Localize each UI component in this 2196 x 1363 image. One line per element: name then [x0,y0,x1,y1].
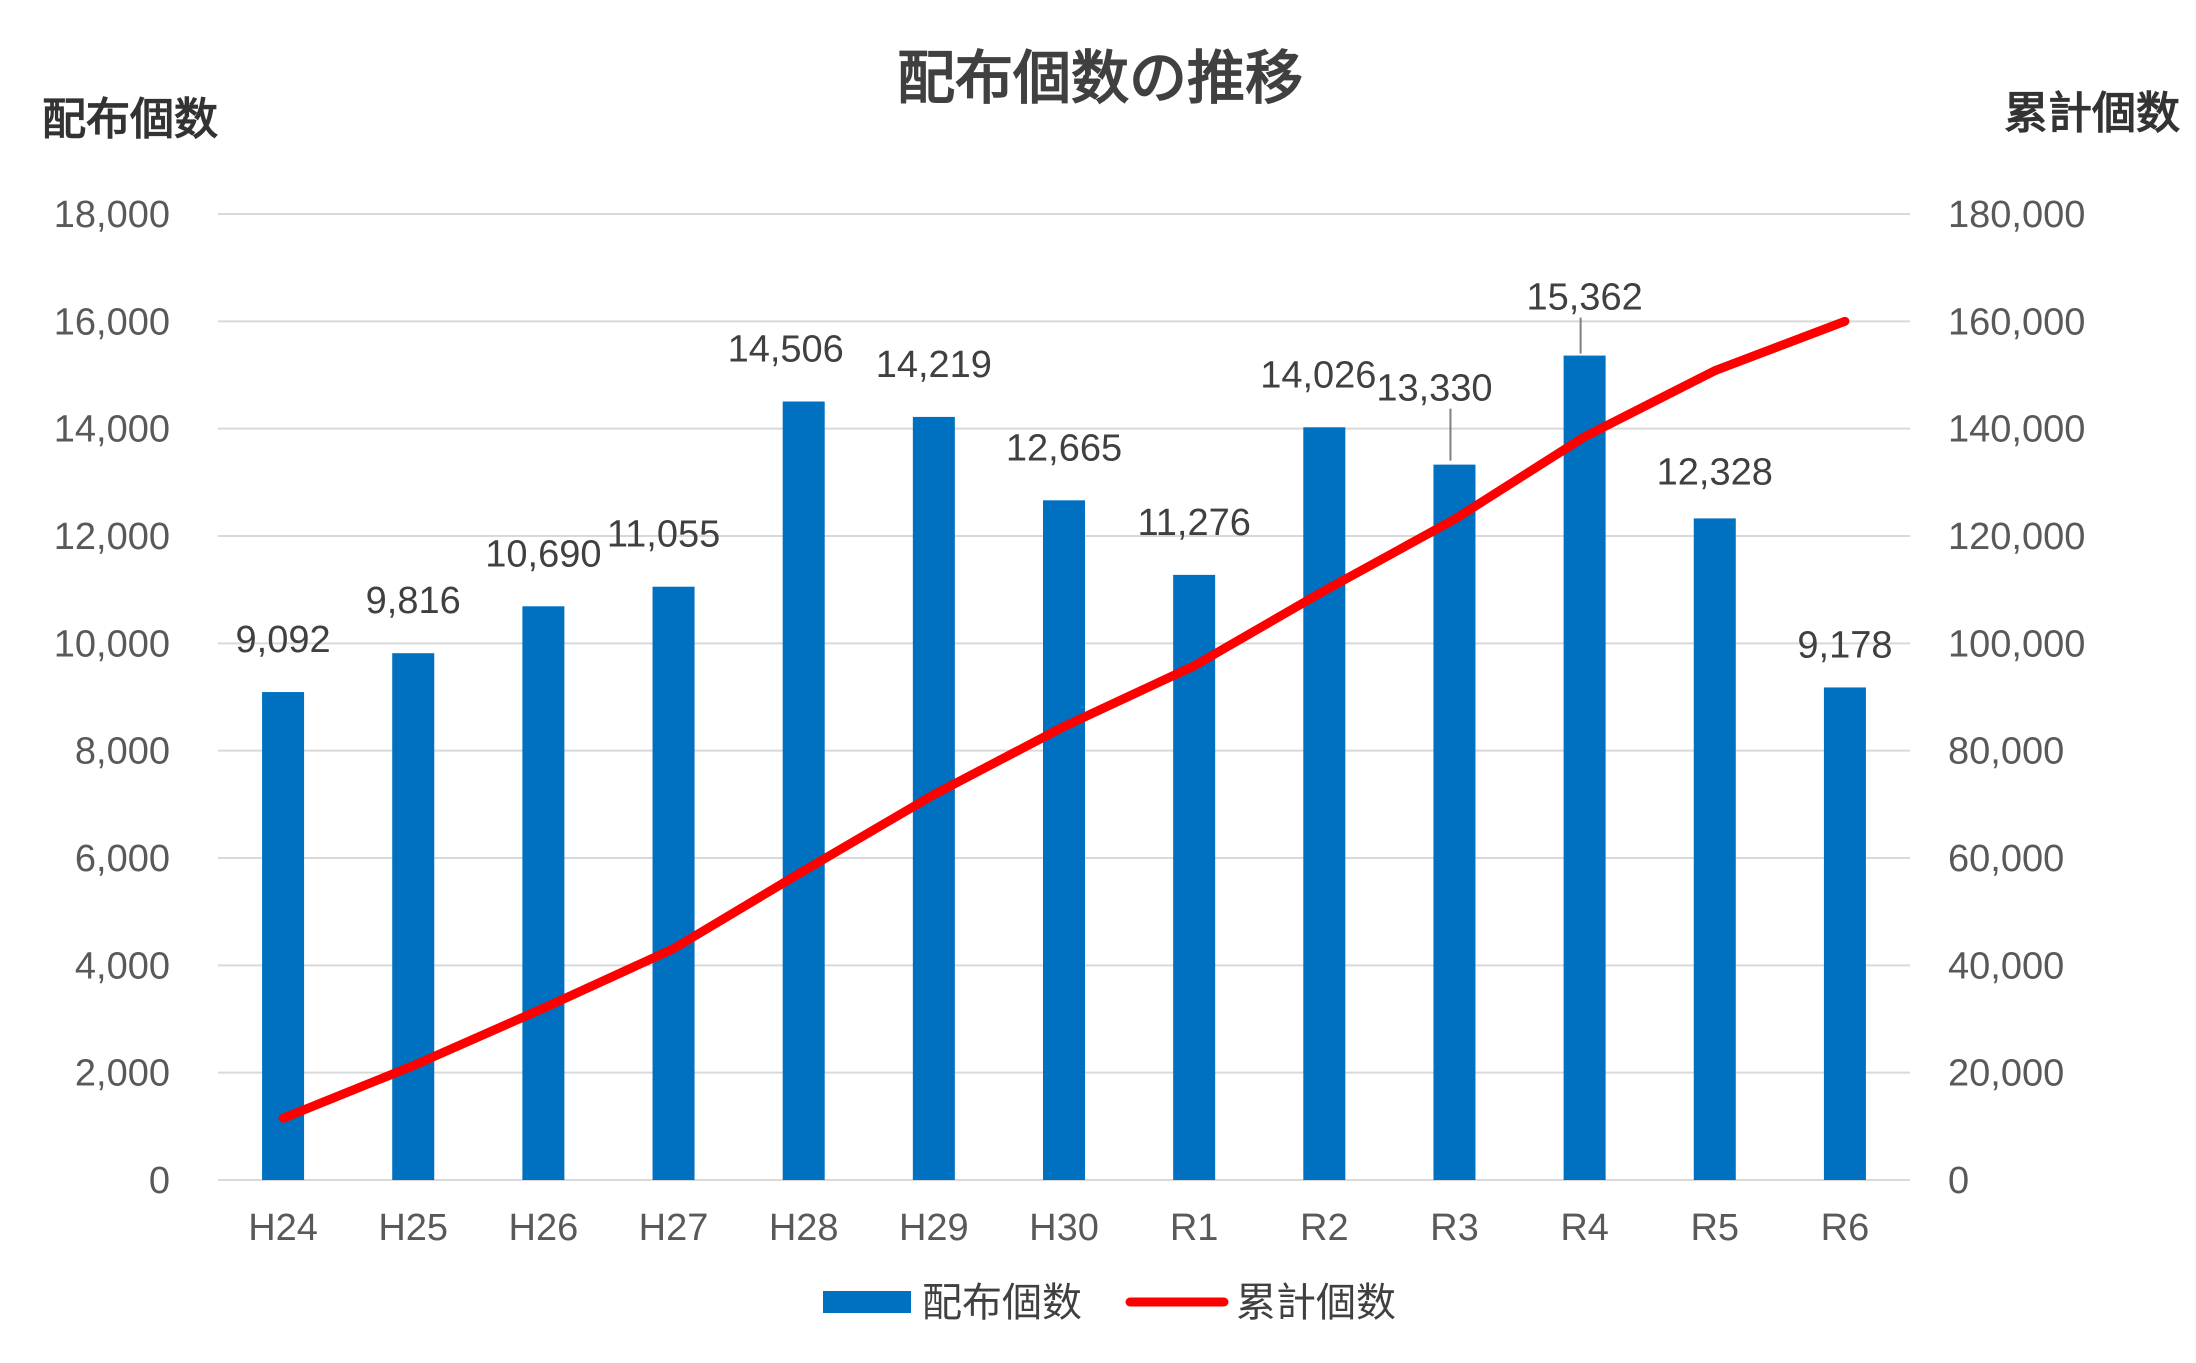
y2-tick-label: 0 [1948,1160,1969,1202]
data-labels: 9,092 9,816 10,690 11,055 14,506 14,219 12,665… [236,277,1893,667]
x-axis-ticks: H24 H25 H26 H27 H28 H29 H30 R1 R2 R3 R4 R5 R6 [248,1207,1869,1249]
bar [1433,464,1476,1181]
legend-bar-label: 配布個数 [922,1280,1082,1326]
x-tick-label: H25 [378,1207,448,1249]
data-label: 11,055 [607,514,720,556]
y-tick-label: 2,000 [75,1053,170,1095]
y-tick-label: 10,000 [54,623,170,665]
bar [782,401,825,1180]
legend-bar-swatch [823,1291,911,1313]
y-tick-label: 0 [149,1160,170,1202]
data-label: 15,362 [1526,277,1642,319]
data-label: 9,816 [366,580,461,622]
y-tick-label: 8,000 [75,731,170,773]
legend-line-label: 累計個数 [1236,1280,1396,1326]
data-label: 14,219 [876,344,992,386]
bar [262,692,305,1180]
y-tick-label: 6,000 [75,838,170,880]
data-label: 9,092 [236,619,331,661]
y2-axis-ticks: 0 20,000 40,000 60,000 80,000 100,000 120,000 1… [1948,194,2085,1202]
y2-tick-label: 180,000 [1948,194,2085,236]
y2-tick-label: 140,000 [1948,409,2085,451]
x-tick-label: H29 [899,1207,969,1249]
bar-series [262,355,1866,1181]
y2-tick-label: 40,000 [1948,945,2064,987]
bar [1563,355,1606,1181]
y-tick-label: 16,000 [54,301,170,343]
chart-title: 配布個数の推移 [897,44,1303,112]
bar [1043,500,1085,1181]
x-tick-label: H28 [769,1207,839,1249]
x-tick-label: H24 [248,1207,318,1249]
x-tick-label: R6 [1821,1207,1870,1249]
bar [652,586,695,1180]
x-tick-label: H30 [1029,1207,1099,1249]
data-label: 12,328 [1657,451,1773,493]
y2-tick-label: 60,000 [1948,838,2064,880]
x-tick-label: R2 [1300,1207,1349,1249]
y2-tick-label: 100,000 [1948,623,2085,665]
data-label: 9,178 [1797,624,1892,666]
y-tick-label: 14,000 [54,409,170,451]
x-tick-label: R4 [1560,1207,1609,1249]
data-label: 14,026 [1260,354,1376,396]
data-label: 10,690 [485,533,601,575]
bar [392,653,435,1180]
y2-axis-title: 累計個数 [2004,88,2180,139]
y-tick-label: 12,000 [54,516,170,558]
y2-tick-label: 20,000 [1948,1053,2064,1095]
y2-tick-label: 160,000 [1948,301,2085,343]
legend: 配布個数 累計個数 [823,1280,1396,1326]
y-tick-label: 4,000 [75,945,170,987]
y2-tick-label: 120,000 [1948,516,2085,558]
cumulative-line [278,316,1850,1123]
x-tick-label: R5 [1690,1207,1739,1249]
y2-tick-label: 80,000 [1948,731,2064,773]
x-tick-label: R1 [1170,1207,1219,1249]
y-axis-ticks: 0 2,000 4,000 6,000 8,000 10,000 12,000 14,000 1… [54,194,170,1202]
line-series [278,316,1850,1123]
bar [522,606,565,1180]
x-tick-label: H26 [509,1207,579,1249]
data-label: 13,330 [1376,368,1492,410]
y-tick-label: 18,000 [54,194,170,236]
bar [1823,687,1866,1180]
x-tick-label: H27 [639,1207,709,1249]
data-label: 14,506 [728,329,844,371]
y-axis-title: 配布個数 [42,94,218,145]
bar [1303,427,1346,1180]
x-tick-label: R3 [1430,1207,1479,1249]
data-label: 12,665 [1006,427,1122,469]
bar [1693,518,1736,1180]
data-label: 11,276 [1137,502,1250,544]
